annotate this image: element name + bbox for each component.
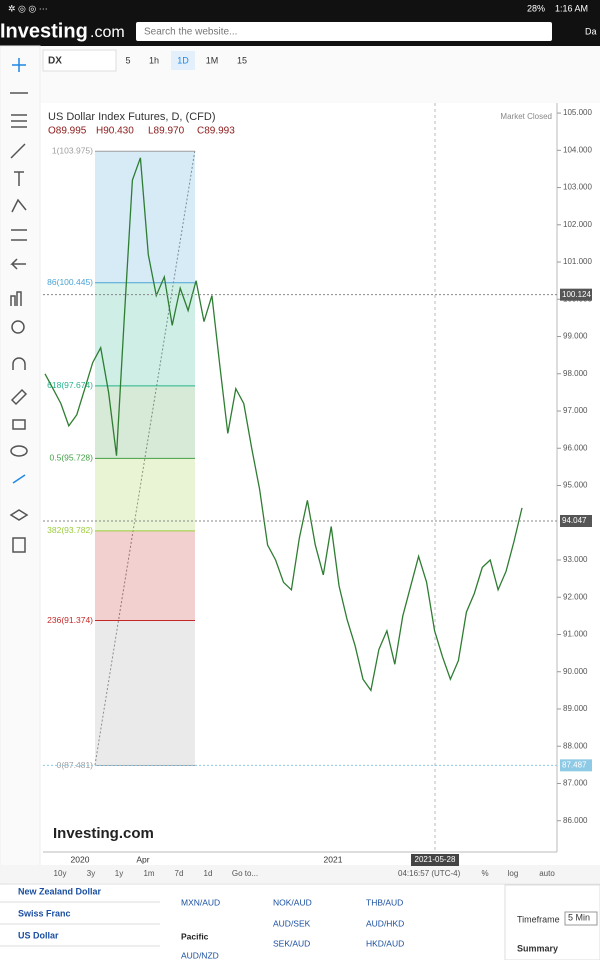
summary: Summary bbox=[517, 943, 558, 953]
y-tick-label: 93.000 bbox=[563, 555, 588, 564]
timeframe-select[interactable] bbox=[564, 911, 598, 926]
interval-button[interactable]: 1D bbox=[177, 55, 189, 65]
fib-zone bbox=[95, 385, 195, 459]
y-tick-label: 105.000 bbox=[563, 108, 592, 117]
y-tick-label: 96.000 bbox=[563, 443, 588, 452]
fib-label: 86(100.445) bbox=[47, 277, 93, 287]
search-placeholder[interactable]: Search the website... bbox=[144, 27, 237, 38]
y-tick-label: 90.000 bbox=[563, 667, 588, 676]
option-button[interactable]: auto bbox=[539, 869, 555, 878]
symbol[interactable]: DX bbox=[48, 56, 62, 67]
currency-link[interactable]: Swiss Franc bbox=[18, 908, 71, 918]
range-button[interactable]: 1d bbox=[204, 869, 213, 878]
option-button[interactable]: log bbox=[508, 869, 519, 878]
y-tick-label: 88.000 bbox=[563, 741, 588, 750]
cursor-date-badge bbox=[411, 854, 459, 866]
left-sidebar bbox=[0, 45, 41, 885]
fib-zone bbox=[95, 282, 195, 386]
pair-link[interactable]: AUD/NZD bbox=[181, 950, 219, 960]
timeframe-label: Timeframe bbox=[517, 914, 560, 924]
market-status: Market Closed bbox=[500, 112, 552, 121]
fib-zone bbox=[95, 620, 195, 766]
y-tick-label: 87.000 bbox=[563, 779, 588, 788]
ohlc-value: O89.995 bbox=[48, 126, 87, 137]
watermark: Investing.com bbox=[53, 825, 154, 842]
chart-title: US Dollar Index Futures, D, (CFD) bbox=[48, 111, 215, 123]
range-bar bbox=[0, 865, 600, 883]
interval-button[interactable]: 15 bbox=[237, 55, 247, 65]
y-tick-label: 92.000 bbox=[563, 592, 588, 601]
price-badge bbox=[560, 288, 592, 301]
pair-link[interactable]: HKD/AUD bbox=[366, 938, 404, 948]
interval-button[interactable]: 1h bbox=[149, 55, 159, 65]
option-button[interactable]: % bbox=[481, 869, 488, 878]
fib-zone bbox=[95, 458, 195, 531]
fib-label: 618(97.674) bbox=[47, 380, 93, 390]
pair-link[interactable]: NOK/AUD bbox=[273, 897, 312, 907]
y-tick-label: 86.000 bbox=[563, 816, 588, 825]
ohlc-value: L89.970 bbox=[148, 126, 185, 137]
pair-link[interactable]: MXN/AUD bbox=[181, 897, 220, 907]
interval-button[interactable]: 5 bbox=[125, 55, 130, 65]
pair-link[interactable]: SEK/AUD bbox=[273, 938, 310, 948]
x-label: 2020 bbox=[71, 854, 90, 864]
fib-label: 382(93.782) bbox=[47, 525, 93, 535]
y-tick-label: 89.000 bbox=[563, 704, 588, 713]
y-tick-label: 98.000 bbox=[563, 369, 588, 378]
user[interactable]: Da bbox=[585, 26, 597, 36]
clock: 04:16:57 (UTC-4) bbox=[398, 869, 461, 878]
time: 1:16 AM bbox=[555, 3, 588, 13]
y-tick-label: 95.000 bbox=[563, 481, 588, 490]
timeframe-value[interactable]: 5 Min bbox=[568, 912, 590, 922]
y-tick-label: 91.000 bbox=[563, 630, 588, 639]
y-tick-label: 101.000 bbox=[563, 257, 592, 266]
sidebar-icons[interactable] bbox=[9, 58, 29, 553]
ohlc-value: H90.430 bbox=[96, 126, 134, 137]
currency-link[interactable]: New Zealand Dollar bbox=[18, 886, 102, 896]
price-badge bbox=[560, 759, 592, 772]
status-icons: ✲ ◎ ◎ ··· bbox=[8, 3, 48, 13]
search-box[interactable] bbox=[136, 22, 552, 41]
cursor-date: 2021-05-28 bbox=[415, 855, 456, 864]
range-button[interactable]: 1y bbox=[115, 869, 123, 878]
y-tick-label: 104.000 bbox=[563, 145, 592, 154]
pair-link[interactable]: THB/AUD bbox=[366, 897, 403, 907]
price-badge-label: 100.124 bbox=[562, 290, 591, 299]
fib-label: 236(91.374) bbox=[47, 615, 93, 625]
x-label: Apr bbox=[136, 854, 149, 864]
logo: Investing bbox=[0, 20, 88, 42]
range-button[interactable]: Go to... bbox=[232, 869, 258, 878]
interval-active bbox=[171, 51, 195, 70]
range-button[interactable]: 7d bbox=[175, 869, 184, 878]
logo-suffix: .com bbox=[90, 24, 125, 41]
chart-pane bbox=[43, 103, 557, 852]
battery: 28% bbox=[527, 3, 545, 13]
symbol-box[interactable] bbox=[42, 49, 117, 72]
y-tick-label: 99.000 bbox=[563, 332, 588, 341]
range-button[interactable]: 3y bbox=[87, 869, 95, 878]
price-line bbox=[44, 157, 523, 693]
fib-label: 0.5(95.728) bbox=[50, 453, 94, 463]
price-badge-label: 87.487 bbox=[562, 760, 587, 769]
range-button[interactable]: 10y bbox=[54, 869, 67, 878]
y-tick-label: 103.000 bbox=[563, 183, 592, 192]
fib-zone bbox=[95, 530, 195, 621]
pair-link[interactable]: AUD/SEK bbox=[273, 918, 311, 928]
range-button[interactable]: 1m bbox=[143, 869, 154, 878]
y-tick-label: 97.000 bbox=[563, 406, 588, 415]
x-label: 2021 bbox=[324, 854, 343, 864]
pairs-group: Pacific bbox=[181, 931, 209, 941]
price-badge bbox=[560, 515, 592, 528]
price-badge-label: 94.047 bbox=[562, 516, 587, 525]
ohlc-value: C89.993 bbox=[197, 126, 235, 137]
interval-button[interactable]: 1M bbox=[206, 55, 219, 65]
fib-label: 1(103.975) bbox=[52, 145, 93, 155]
currency-link[interactable]: US Dollar bbox=[18, 930, 59, 940]
y-tick-label: 102.000 bbox=[563, 220, 592, 229]
pair-link[interactable]: AUD/HKD bbox=[366, 918, 404, 928]
fib-label: 0(87.481) bbox=[57, 760, 94, 770]
